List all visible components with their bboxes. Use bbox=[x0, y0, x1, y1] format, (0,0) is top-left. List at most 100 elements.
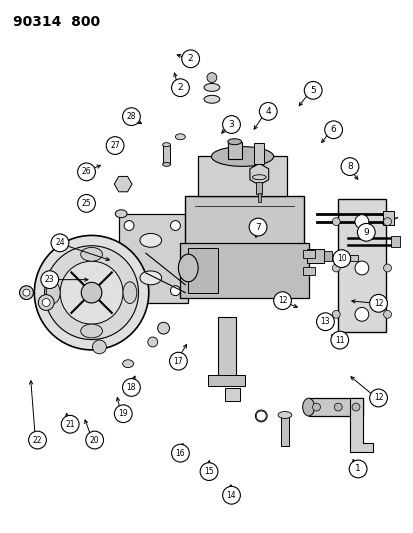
Text: 2: 2 bbox=[188, 54, 193, 63]
Circle shape bbox=[199, 463, 217, 480]
Ellipse shape bbox=[140, 233, 161, 247]
Ellipse shape bbox=[211, 147, 273, 166]
Bar bbox=[198, 157, 286, 196]
Ellipse shape bbox=[162, 163, 170, 166]
Bar bbox=[324, 251, 332, 261]
Circle shape bbox=[181, 50, 199, 68]
Text: 19: 19 bbox=[118, 409, 128, 418]
Text: 22: 22 bbox=[33, 435, 42, 445]
Bar bbox=[302, 250, 314, 258]
Circle shape bbox=[369, 294, 387, 312]
Circle shape bbox=[312, 403, 320, 411]
Text: 24: 24 bbox=[55, 238, 64, 247]
Circle shape bbox=[354, 261, 368, 275]
Ellipse shape bbox=[178, 254, 198, 282]
Circle shape bbox=[383, 310, 391, 318]
Bar bbox=[180, 244, 308, 297]
Circle shape bbox=[170, 286, 180, 296]
Circle shape bbox=[351, 403, 359, 411]
Circle shape bbox=[42, 298, 50, 306]
Ellipse shape bbox=[115, 210, 127, 217]
Circle shape bbox=[23, 289, 30, 296]
Polygon shape bbox=[349, 398, 372, 453]
Circle shape bbox=[45, 246, 138, 340]
Ellipse shape bbox=[157, 322, 169, 334]
Circle shape bbox=[332, 217, 339, 225]
Ellipse shape bbox=[81, 324, 102, 338]
Bar bbox=[188, 248, 217, 293]
Circle shape bbox=[259, 102, 276, 120]
Ellipse shape bbox=[123, 282, 136, 303]
Ellipse shape bbox=[204, 84, 219, 91]
Text: 4: 4 bbox=[265, 107, 271, 116]
Bar bbox=[389, 237, 399, 247]
Circle shape bbox=[354, 215, 368, 229]
Bar bbox=[302, 267, 314, 275]
Circle shape bbox=[332, 310, 339, 318]
Text: 5: 5 bbox=[310, 86, 315, 95]
Text: 12: 12 bbox=[373, 299, 382, 308]
Ellipse shape bbox=[162, 143, 170, 147]
Polygon shape bbox=[337, 255, 357, 261]
Text: 9: 9 bbox=[363, 228, 368, 237]
Text: 13: 13 bbox=[320, 317, 330, 326]
Polygon shape bbox=[224, 389, 239, 401]
Text: 26: 26 bbox=[81, 167, 91, 176]
Circle shape bbox=[78, 195, 95, 212]
Circle shape bbox=[122, 378, 140, 397]
Circle shape bbox=[324, 121, 342, 139]
Text: 1: 1 bbox=[354, 464, 360, 473]
Circle shape bbox=[304, 82, 321, 99]
Bar bbox=[227, 142, 241, 159]
Circle shape bbox=[206, 72, 216, 83]
Text: 2: 2 bbox=[177, 83, 183, 92]
Ellipse shape bbox=[175, 134, 185, 140]
Circle shape bbox=[249, 218, 266, 236]
Circle shape bbox=[19, 286, 33, 300]
Circle shape bbox=[114, 405, 132, 423]
Text: 90314  800: 90314 800 bbox=[13, 15, 100, 29]
Ellipse shape bbox=[140, 271, 161, 285]
Ellipse shape bbox=[204, 95, 219, 103]
Text: 23: 23 bbox=[45, 275, 55, 284]
Circle shape bbox=[60, 261, 123, 324]
Bar bbox=[254, 143, 263, 164]
Circle shape bbox=[349, 460, 366, 478]
Text: 14: 14 bbox=[226, 491, 236, 500]
Circle shape bbox=[332, 264, 339, 272]
Bar bbox=[162, 144, 170, 164]
Circle shape bbox=[222, 487, 240, 504]
Bar bbox=[256, 182, 261, 194]
Circle shape bbox=[85, 431, 103, 449]
Bar bbox=[217, 317, 235, 376]
Circle shape bbox=[28, 431, 46, 449]
Ellipse shape bbox=[302, 398, 314, 416]
Text: 6: 6 bbox=[330, 125, 336, 134]
Circle shape bbox=[106, 136, 123, 155]
Ellipse shape bbox=[147, 337, 157, 347]
Ellipse shape bbox=[278, 411, 291, 418]
Circle shape bbox=[332, 250, 350, 268]
Circle shape bbox=[124, 286, 134, 296]
Polygon shape bbox=[119, 214, 188, 303]
Circle shape bbox=[340, 158, 358, 175]
Circle shape bbox=[354, 308, 368, 321]
Circle shape bbox=[171, 79, 189, 96]
Ellipse shape bbox=[46, 282, 60, 303]
Circle shape bbox=[38, 295, 54, 310]
Bar bbox=[257, 193, 260, 202]
Polygon shape bbox=[249, 164, 268, 185]
Bar bbox=[308, 398, 362, 416]
Circle shape bbox=[122, 108, 140, 125]
Circle shape bbox=[41, 271, 59, 288]
Circle shape bbox=[93, 340, 106, 354]
Bar bbox=[382, 211, 394, 224]
Circle shape bbox=[171, 445, 189, 462]
Bar bbox=[306, 249, 324, 263]
Circle shape bbox=[170, 221, 180, 230]
Text: 3: 3 bbox=[228, 120, 234, 129]
Ellipse shape bbox=[252, 175, 266, 180]
Text: 12: 12 bbox=[373, 393, 382, 402]
Text: 27: 27 bbox=[110, 141, 120, 150]
Text: 12: 12 bbox=[277, 296, 287, 305]
